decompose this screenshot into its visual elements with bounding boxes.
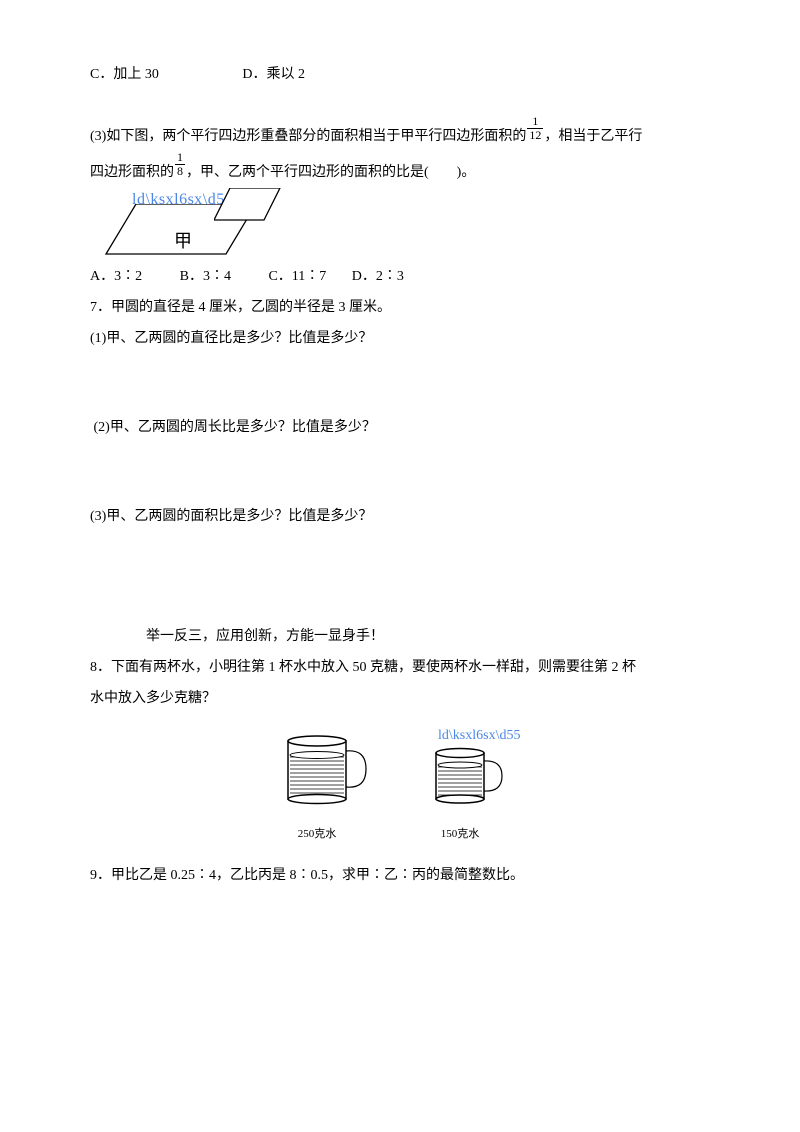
q7-p2-text: (2)甲、乙两圆的周长比是多少？比值是多少？ [94, 420, 376, 435]
cup-1-svg [280, 731, 372, 805]
q3-option-a: A．3∶2 [90, 262, 142, 293]
cup-2-svg [428, 745, 508, 805]
q7-stem: 7．甲圆的直径是 4 厘米，乙圆的半径是 3 厘米。 [90, 293, 710, 324]
cup-handle-icon [346, 751, 366, 787]
document-page: C．加上 30 D．乘以 2 (3)如下图，两个平行四边形重叠部分的面积相当于甲… [0, 0, 800, 932]
q7-p1: (1)甲、乙两圆的直径比是多少？比值是多少？ [90, 324, 710, 355]
label-jia: 甲 [174, 222, 192, 262]
cup-rim [436, 748, 484, 757]
q3-option-b: B．3∶4 [180, 262, 231, 293]
options-cd: C．加上 30 D．乘以 2 [90, 60, 710, 91]
frac-1-8: 18 [175, 151, 185, 178]
option-d: D．乘以 2 [242, 60, 305, 91]
cup-2: 150克水 [428, 745, 508, 846]
q3-figure: ld\ksxl6sx\d54 甲 [96, 184, 306, 262]
cup2-caption: 150克水 [428, 822, 492, 846]
q8-line1: 8．下面有两杯水，小明往第 1 杯水中放入 50 克糖，要使两杯水一样甜，则需要… [90, 653, 710, 684]
q7-p2: (2)甲、乙两圆的周长比是多少？比值是多少？ [90, 413, 710, 444]
q3-text2: ，相当于乙平行 [544, 129, 642, 144]
q3-text3: 四边形面积的 [90, 165, 174, 180]
q3-options: A．3∶2 B．3∶4 C．11∶7 D．2∶3 [90, 262, 710, 293]
cup-rim [288, 736, 346, 746]
q9: 9．甲比乙是 0.25∶4，乙比丙是 8∶0.5，求甲∶乙∶丙的最简整数比。 [90, 861, 710, 892]
option-c: C．加上 30 [90, 60, 159, 91]
q3-line1: (3)如下图，两个平行四边形重叠部分的面积相当于甲平行四边形面积的112，相当于… [90, 117, 710, 153]
cup-handle-icon [484, 761, 502, 791]
cup-1: 250克水 [280, 731, 372, 846]
cup1-caption: 250克水 [280, 822, 354, 846]
q3-text1: (3)如下图，两个平行四边形重叠部分的面积相当于甲平行四边形面积的 [90, 129, 526, 144]
cup-body [436, 753, 484, 799]
cup-base [436, 795, 484, 803]
parallelogram-small [214, 188, 286, 224]
q8-line2: 水中放入多少克糖？ [90, 684, 710, 715]
q3-option-d: D．2∶3 [352, 262, 404, 293]
q8-figure: ld\ksxl6sx\d55 [280, 725, 600, 835]
q7-p3: (3)甲、乙两圆的面积比是多少？比值是多少？ [90, 502, 710, 533]
cup-body [288, 741, 346, 799]
q3-text4: ，甲、乙两个平行四边形的面积的比是( )。 [186, 165, 475, 180]
cup-base [288, 794, 346, 803]
q3-option-c: C．11∶7 [268, 262, 326, 293]
frac-1-12: 112 [527, 115, 543, 142]
section-note: 举一反三，应用创新，方能一显身手！ [90, 622, 710, 653]
